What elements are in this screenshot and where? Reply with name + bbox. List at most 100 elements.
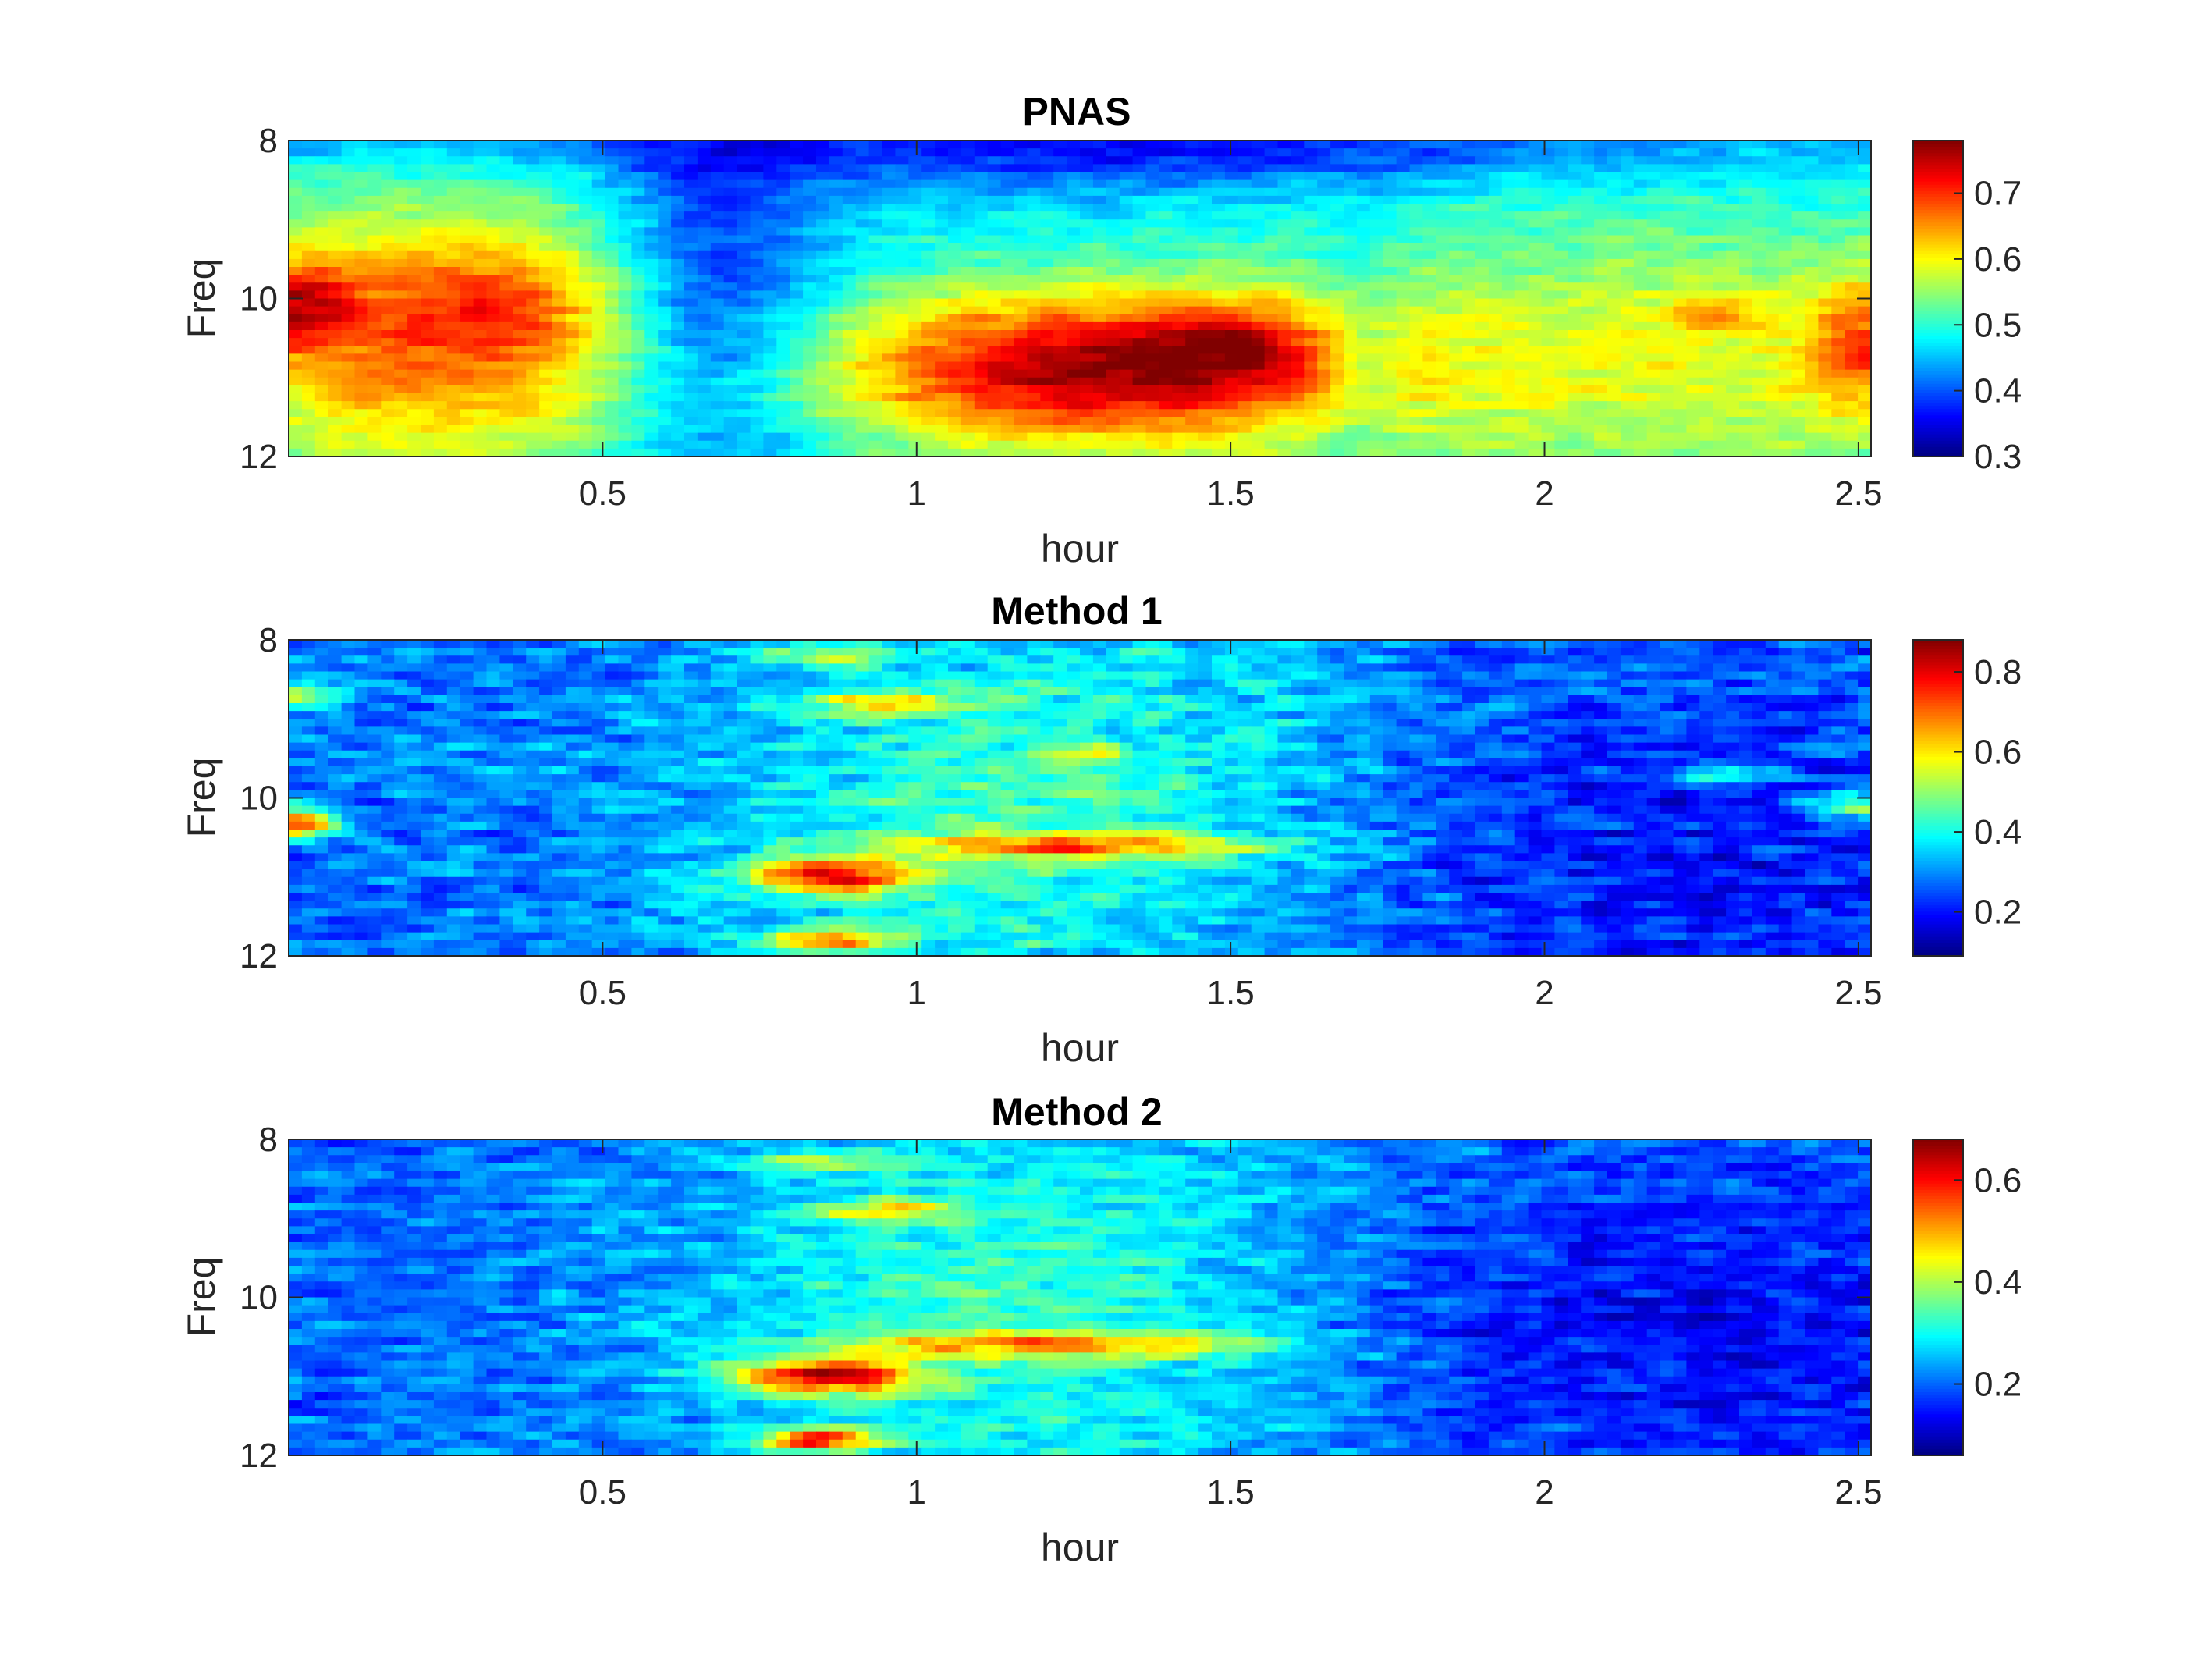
heatmap-cell: [1185, 361, 1199, 371]
heatmap-cell: [1594, 353, 1608, 363]
heatmap-cell: [1396, 306, 1411, 315]
heatmap-cell: [1080, 417, 1094, 426]
heatmap-cell: [750, 338, 764, 346]
heatmap-cell: [1145, 267, 1159, 275]
heatmap-cell: [1132, 385, 1147, 394]
heatmap-cell: [1119, 187, 1134, 197]
heatmap-cell: [1106, 275, 1120, 283]
heatmap-cell: [1053, 330, 1067, 339]
heatmap-cell: [737, 140, 751, 149]
heatmap-cell: [591, 640, 606, 648]
heatmap-cell: [776, 330, 790, 339]
heatmap-cell: [1264, 243, 1279, 252]
heatmap-cell: [855, 409, 870, 417]
heatmap-cell: [1027, 409, 1041, 417]
heatmap-cell: [1092, 219, 1107, 228]
heatmap-cell: [1791, 227, 1806, 236]
heatmap-cell: [1778, 377, 1793, 386]
heatmap-cell: [354, 425, 368, 434]
heatmap-cell: [513, 275, 527, 283]
heatmap-cell: [1212, 204, 1226, 212]
heatmap-cell: [948, 227, 962, 236]
heatmap-cell: [1291, 306, 1305, 315]
heatmap-cell: [1831, 401, 1845, 410]
heatmap-cell: [1449, 211, 1463, 220]
heatmap-cell: [1528, 338, 1543, 346]
heatmap-cell: [1304, 353, 1318, 363]
heatmap-cell: [1646, 204, 1661, 212]
heatmap-cell: [328, 187, 343, 197]
heatmap-cell: [341, 164, 356, 173]
heatmap-cell: [565, 385, 580, 394]
heatmap-cell: [776, 306, 790, 315]
heatmap-cell: [921, 148, 936, 157]
heatmap-cell: [433, 417, 448, 426]
heatmap-cell: [842, 448, 857, 457]
heatmap-cell: [1198, 440, 1213, 449]
heatmap-cell: [763, 338, 777, 346]
heatmap-cell: [1185, 448, 1199, 457]
heatmap-cell: [539, 211, 553, 220]
heatmap-cell: [1673, 321, 1687, 331]
heatmap-cell: [394, 290, 408, 300]
heatmap-cell: [314, 140, 329, 149]
heatmap-cell: [1264, 338, 1279, 346]
heatmap-cell: [1541, 425, 1555, 434]
heatmap-cell: [1409, 417, 1423, 426]
heatmap-cell: [1304, 440, 1318, 449]
heatmap-cell: [1237, 267, 1252, 275]
heatmap-cell: [671, 432, 685, 442]
heatmap-cell: [1818, 385, 1832, 394]
heatmap-cell: [895, 448, 909, 457]
heatmap-cell: [816, 243, 830, 252]
heatmap-cell: [935, 640, 949, 648]
heatmap-cell: [605, 243, 620, 252]
heatmap-cell: [1726, 140, 1740, 149]
heatmap-cell: [1514, 250, 1529, 260]
heatmap-cell: [1699, 227, 1713, 236]
heatmap-cell: [1739, 369, 1753, 378]
heatmap-cell: [658, 267, 672, 275]
heatmap-cell: [367, 440, 382, 449]
heatmap-cell: [1845, 338, 1859, 346]
heatmap-cell: [842, 179, 857, 189]
heatmap-cell: [407, 172, 421, 181]
heatmap-cell: [1475, 243, 1489, 252]
heatmap-cell: [1040, 148, 1054, 157]
heatmap-cell: [1594, 267, 1608, 275]
heatmap-cell: [829, 369, 843, 378]
heatmap-cell: [1198, 321, 1213, 331]
heatmap-cell: [1646, 338, 1661, 346]
heatmap-cell: [1106, 353, 1120, 363]
heatmap-cell: [1475, 353, 1489, 363]
heatmap-cell: [381, 385, 395, 394]
heatmap-cell: [552, 275, 566, 283]
heatmap-cell: [1409, 321, 1423, 331]
heatmap-cell: [1488, 425, 1503, 434]
heatmap-cell: [1014, 156, 1028, 165]
heatmap-cell: [895, 432, 909, 442]
heatmap-cell: [684, 282, 698, 291]
heatmap-cell: [328, 267, 343, 275]
heatmap-cell: [1805, 156, 1819, 165]
heatmap-cell: [526, 298, 540, 307]
heatmap-cell: [684, 140, 698, 149]
heatmap-cell: [671, 361, 685, 371]
heatmap-cell: [1501, 179, 1516, 189]
heatmap-cell: [433, 290, 448, 300]
heatmap-cell: [710, 306, 725, 315]
heatmap-cell: [1251, 227, 1266, 236]
heatmap-cell: [1383, 267, 1397, 275]
heatmap-cell: [539, 338, 553, 346]
heatmap-cell: [671, 425, 685, 434]
heatmap-cell: [367, 346, 382, 354]
heatmap-cell: [1831, 448, 1845, 457]
heatmap-cell: [882, 195, 896, 204]
heatmap-cell: [842, 401, 857, 410]
heatmap-cell: [855, 267, 870, 275]
heatmap-cell: [1040, 314, 1054, 323]
heatmap-cell: [1014, 425, 1028, 434]
heatmap-cell: [803, 425, 817, 434]
heatmap-cell: [1356, 204, 1371, 212]
heatmap-cell: [776, 195, 790, 204]
